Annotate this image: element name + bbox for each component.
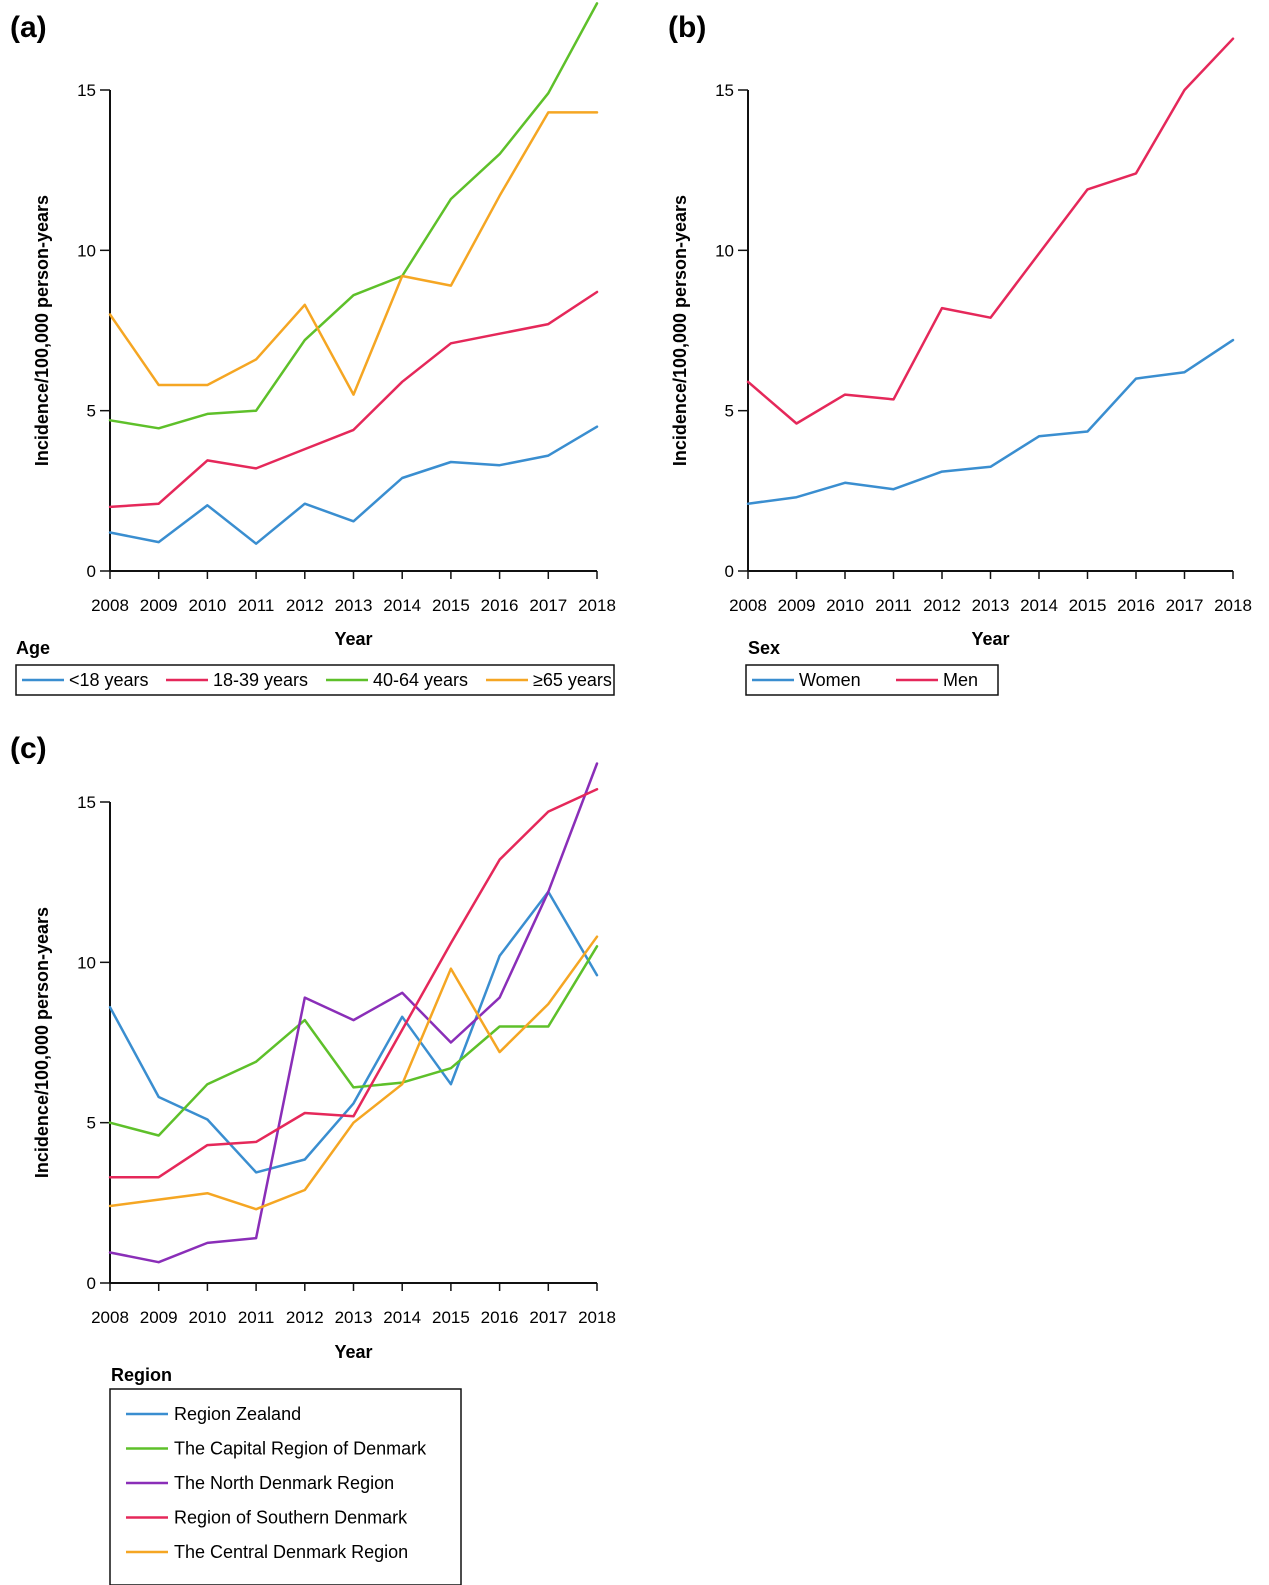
x-tick-label: 2012 (286, 596, 324, 615)
y-tick-label: 0 (87, 562, 96, 581)
x-tick-label: 2012 (923, 596, 961, 615)
x-tick-label: 2008 (729, 596, 767, 615)
x-tick-label: 2017 (529, 1308, 567, 1327)
legend-item-label: Men (943, 670, 978, 690)
legend-item-label: Women (799, 670, 861, 690)
series-line-women (746, 338, 1235, 505)
x-tick-label: 2017 (1166, 596, 1204, 615)
x-tick-label: 2013 (972, 596, 1010, 615)
legend-title: Age (16, 638, 50, 658)
x-tick-label: 2014 (1020, 596, 1058, 615)
series-line-65-years (108, 111, 599, 396)
chart-panel-a: (a) 0 5 10 15 2008 2009 2010 2011 2012 2013 2014 201… (10, 2, 616, 696)
legend-item-label: The Capital Region of Denmark (174, 1439, 427, 1459)
y-tick-label: 10 (77, 953, 96, 972)
series-line-the-central-denmark-region (108, 935, 599, 1211)
x-tick-label: 2009 (140, 1308, 178, 1327)
series-line-18-39-years (108, 290, 599, 509)
x-tick-label: 2016 (481, 596, 519, 615)
x-tick-label: 2018 (578, 1308, 616, 1327)
legend-title: Region (111, 1365, 172, 1385)
x-tick-label: 2008 (91, 1308, 129, 1327)
x-tick-label: 2008 (91, 596, 129, 615)
x-tick-label: 2018 (578, 596, 616, 615)
y-tick-label: 5 (87, 402, 96, 421)
legend-item-label: 40-64 years (373, 670, 468, 690)
x-tick-label: 2015 (1069, 596, 1107, 615)
chart-panel-b: (b) 0 5 10 15 2008 2009 2010 2011 2012 2013 2014 201… (668, 11, 1252, 696)
y-axis-title: Incidence/100,000 person-years (670, 195, 690, 466)
series-line-the-north-denmark-region (108, 762, 599, 1264)
x-tick-label: 2010 (188, 596, 226, 615)
x-tick-label: 2011 (875, 596, 912, 615)
legend-box (15, 664, 615, 696)
legend-box (745, 664, 999, 696)
chart-panel-c: (c) 0 5 10 15 2008 2009 2010 2011 2012 2013 2014 201… (10, 732, 616, 1585)
x-axis-title: Year (334, 1342, 372, 1362)
series-line-region-zealand (108, 890, 599, 1174)
legend-item-label: Region Zealand (174, 1404, 301, 1424)
x-tick-label: 2011 (238, 596, 275, 615)
y-tick-label: 0 (725, 562, 734, 581)
series-line-18-years (108, 425, 599, 545)
legend-box (109, 1388, 462, 1585)
legend-item-label: ≥65 years (533, 670, 612, 690)
x-tick-label: 2009 (778, 596, 816, 615)
x-tick-label: 2011 (238, 1308, 275, 1327)
x-tick-label: 2017 (529, 596, 567, 615)
x-tick-label: 2013 (335, 596, 373, 615)
y-tick-label: 10 (77, 241, 96, 260)
x-tick-label: 2018 (1214, 596, 1252, 615)
legend-item-label: 18-39 years (213, 670, 308, 690)
panel-label: (b) (668, 11, 706, 44)
x-axis-title: Year (971, 629, 1009, 649)
series-line-40-64-years (108, 2, 599, 430)
panel-label: (c) (10, 732, 47, 765)
x-tick-label: 2014 (383, 1308, 421, 1327)
series-line-the-capital-region-of-denmark (108, 945, 599, 1137)
y-tick-label: 5 (725, 402, 734, 421)
y-axis-title: Incidence/100,000 person-years (32, 907, 52, 1178)
y-tick-label: 15 (715, 81, 734, 100)
x-tick-label: 2015 (432, 1308, 470, 1327)
y-tick-label: 15 (77, 793, 96, 812)
panel-label: (a) (10, 11, 47, 44)
y-tick-label: 15 (77, 81, 96, 100)
series-line-men (746, 37, 1235, 425)
x-tick-label: 2009 (140, 596, 178, 615)
x-tick-label: 2015 (432, 596, 470, 615)
legend-item-label: The Central Denmark Region (174, 1542, 408, 1562)
x-tick-label: 2016 (481, 1308, 519, 1327)
x-tick-label: 2013 (335, 1308, 373, 1327)
legend-title: Sex (748, 638, 780, 658)
legend-item-label: <18 years (69, 670, 149, 690)
y-axis-title: Incidence/100,000 person-years (32, 195, 52, 466)
x-axis-title: Year (334, 629, 372, 649)
x-tick-label: 2012 (286, 1308, 324, 1327)
y-tick-label: 5 (87, 1114, 96, 1133)
legend-item-label: Region of Southern Denmark (174, 1508, 408, 1528)
series-line-region-of-southern-denmark (108, 787, 599, 1179)
y-tick-label: 0 (87, 1274, 96, 1293)
y-tick-label: 10 (715, 241, 734, 260)
x-tick-label: 2014 (383, 596, 421, 615)
x-tick-label: 2010 (826, 596, 864, 615)
legend-item-label: The North Denmark Region (174, 1473, 394, 1493)
x-tick-label: 2016 (1117, 596, 1155, 615)
x-tick-label: 2010 (188, 1308, 226, 1327)
